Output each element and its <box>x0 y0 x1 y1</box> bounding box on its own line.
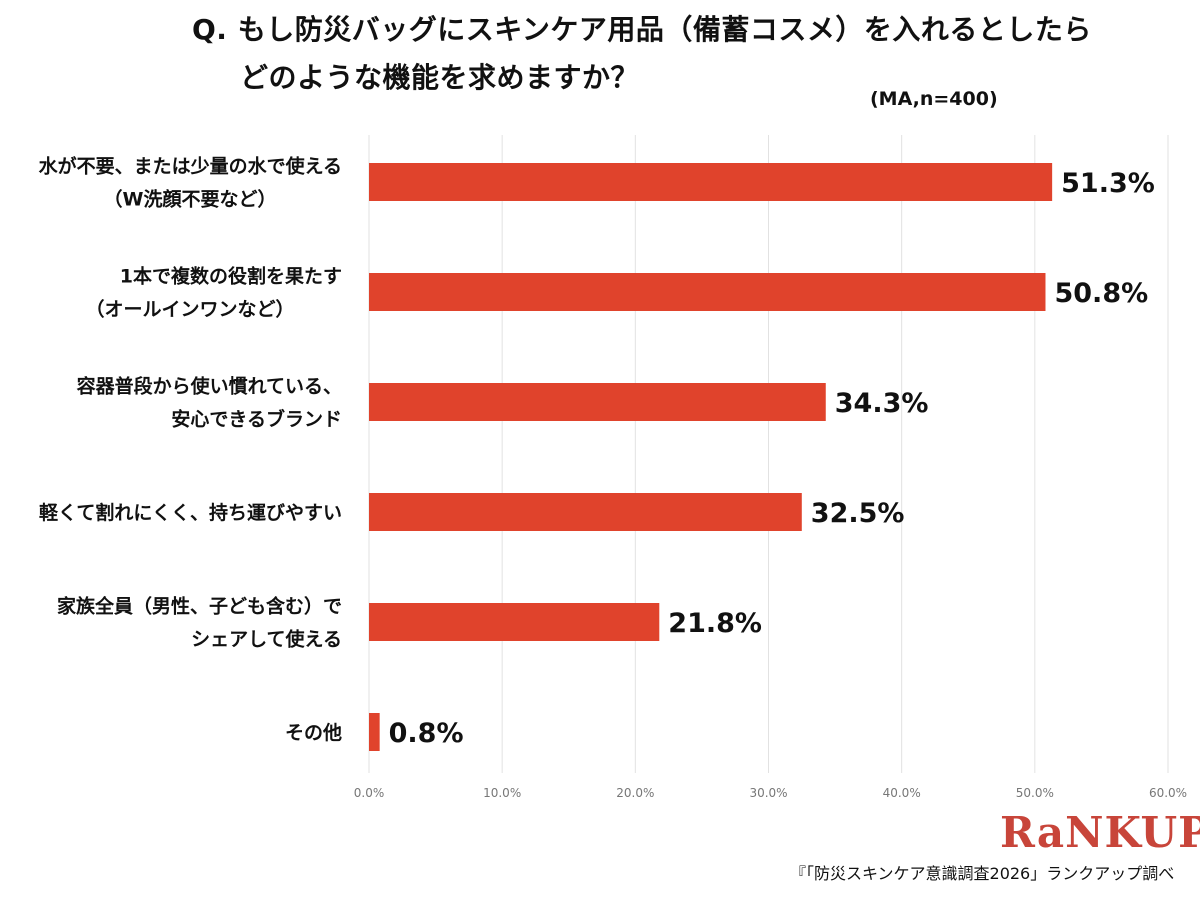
x-axis-ticks: 0.0% 10.0% 20.0% 30.0% 40.0% 50.0% 60.0% <box>354 786 1187 800</box>
x-tick-label: 40.0% <box>883 786 921 800</box>
grid-lines <box>368 135 1169 773</box>
sample-size-note: (MA,n=400) <box>870 88 998 110</box>
bar <box>369 383 826 421</box>
chart-title-line-1: Q. もし防災バッグにスキンケア用品（備蓄コスメ）を入れるとしたら <box>192 13 1092 46</box>
value-label: 50.8% <box>1054 278 1148 309</box>
category-label: シェアして使える <box>191 629 342 651</box>
category-label: その他 <box>285 721 342 744</box>
category-label: 軽くて割れにくく、持ち運びやすい <box>39 501 342 524</box>
x-tick-label: 0.0% <box>354 786 385 800</box>
x-tick-label: 60.0% <box>1149 786 1187 800</box>
category-label: 安心できるブランド <box>171 408 342 431</box>
category-labels: 水が不要、または少量の水で使える （W洗顔不要など） 1本で複数の役割を果たす （オー… <box>39 155 342 745</box>
value-label: 21.8% <box>668 608 762 639</box>
value-label: 0.8% <box>389 718 464 749</box>
x-tick-label: 20.0% <box>616 786 654 800</box>
bar <box>369 603 660 641</box>
bar <box>369 273 1046 311</box>
value-label: 32.5% <box>811 498 905 529</box>
category-label: 水が不要、または少量の水で使える <box>39 155 342 178</box>
x-tick-label: 10.0% <box>483 786 521 800</box>
value-label: 51.3% <box>1061 168 1155 199</box>
bar <box>369 163 1053 201</box>
bars <box>369 163 1053 751</box>
rankup-logo: RaNKUP <box>1000 808 1200 857</box>
value-labels: 51.3% 50.8% 34.3% 32.5% 21.8% 0.8% <box>389 168 1155 749</box>
value-label: 34.3% <box>835 388 929 419</box>
category-label: 容器普段から使い慣れている、 <box>77 375 342 398</box>
category-label: （W洗顔不要など） <box>104 188 277 211</box>
x-tick-label: 30.0% <box>749 786 787 800</box>
bar <box>369 713 380 751</box>
x-tick-label: 50.0% <box>1016 786 1054 800</box>
category-label: 1本で複数の役割を果たす <box>120 265 342 288</box>
bar <box>369 493 802 531</box>
category-label: （オールインワンなど） <box>85 298 294 321</box>
source-note: 『「防災スキンケア意識調査2026」ランクアップ調べ <box>790 864 1175 883</box>
category-label: 家族全員（男性、子ども含む）で <box>57 595 342 618</box>
chart-title-line-2: どのような機能を求めますか？ <box>240 61 640 94</box>
